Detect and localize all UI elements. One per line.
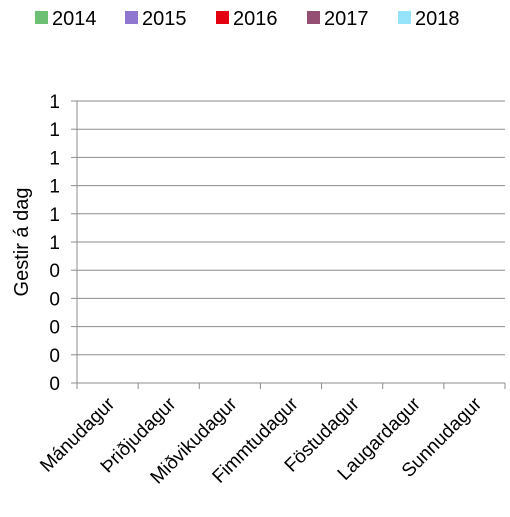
legend-label-2014: 2014: [52, 8, 97, 30]
y-tick-label: 0: [49, 261, 60, 282]
legend-swatch-2017: [307, 11, 320, 24]
y-tick-label: 0: [49, 318, 60, 339]
legend-swatch-2018: [398, 11, 411, 24]
y-tick-label: 1: [49, 148, 60, 169]
y-tick-labels: 0 0 0 0 0 1 1 1 1 1 1: [49, 92, 60, 395]
gridlines: [71, 100, 505, 384]
y-tick-label: 0: [49, 374, 60, 395]
legend-swatch-2015: [125, 11, 138, 24]
y-tick-label: 1: [49, 205, 60, 226]
y-tick-label: 0: [49, 289, 60, 310]
y-tick-label: 1: [49, 177, 60, 198]
axes: [76, 101, 506, 389]
legend-label-2016: 2016: [233, 8, 278, 30]
legend-swatch-2016: [216, 11, 229, 24]
legend-label-2015: 2015: [142, 8, 187, 30]
y-tick-label: 1: [49, 92, 60, 113]
y-tick-label: 0: [49, 346, 60, 367]
y-tick-label: 1: [49, 120, 60, 141]
legend: 2014 2015 2016 2017 2018: [35, 8, 460, 30]
legend-label-2017: 2017: [324, 8, 369, 30]
legend-swatch-2014: [35, 11, 48, 24]
x-tick-labels: MánudagurÞriðjudagurMiðvikudagurFimmtuda…: [36, 393, 486, 488]
y-axis-label: Gestir á dag: [11, 188, 33, 297]
legend-label-2018: 2018: [415, 8, 460, 30]
y-tick-label: 1: [49, 233, 60, 254]
